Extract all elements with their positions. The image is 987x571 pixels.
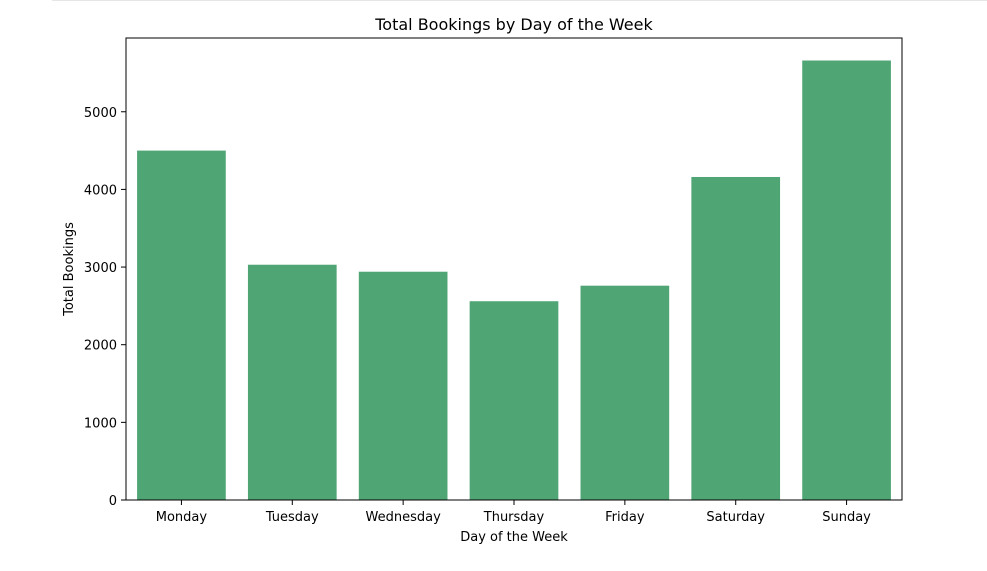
bar-wednesday — [358, 271, 448, 500]
bar-saturday — [691, 176, 781, 501]
top-divider — [52, 0, 987, 1]
x-tick-label: Tuesday — [265, 510, 319, 525]
x-axis-label: Day of the Week — [460, 530, 568, 545]
y-tick-label: 4000 — [84, 183, 117, 198]
y-axis-label: Total Bookings — [62, 222, 77, 317]
x-axis-ticks: Monday Tuesday Wednesday Thursday Friday Satu… — [156, 500, 871, 525]
x-tick-label: Monday — [156, 510, 208, 525]
plot-frame — [125, 37, 903, 501]
bar-tuesday — [247, 264, 337, 500]
bars-group — [137, 60, 891, 501]
y-tick-label: 5000 — [84, 106, 117, 121]
y-tick-label: 1000 — [84, 416, 117, 431]
y-tick-label: 3000 — [84, 261, 117, 276]
bar-friday — [580, 285, 670, 500]
x-tick-label: Wednesday — [366, 510, 442, 525]
y-tick-label: 0 — [109, 494, 117, 509]
x-tick-label: Friday — [605, 510, 645, 525]
x-tick-label: Sunday — [822, 510, 871, 525]
chart-title: Total Bookings by Day of the Week — [374, 15, 653, 34]
bar-thursday — [469, 301, 559, 500]
bar-monday — [137, 150, 226, 500]
bar-sunday — [802, 60, 891, 501]
x-tick-label: Saturday — [706, 510, 765, 525]
x-tick-label: Thursday — [483, 510, 545, 525]
y-tick-label: 2000 — [84, 339, 117, 354]
y-axis-ticks: 0 1000 2000 3000 4000 5000 — [84, 106, 126, 509]
